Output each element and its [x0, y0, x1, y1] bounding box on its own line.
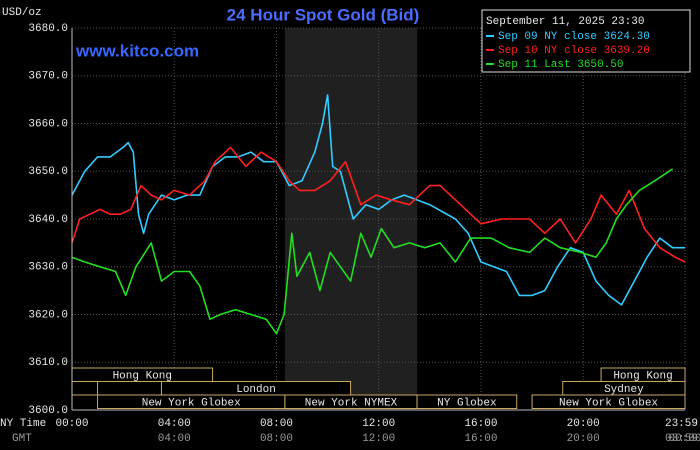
session-label: Sydney: [604, 384, 644, 396]
x-tick-label: 16:00: [464, 418, 497, 430]
x-tick-label: 12:00: [362, 418, 395, 430]
y-tick-label: 3680.0: [28, 23, 68, 35]
x-axis-label: NY Time: [0, 418, 46, 430]
y-tick-label: 3610.0: [28, 357, 68, 369]
x-tick-label: 20:00: [567, 418, 600, 430]
legend-box: [481, 9, 691, 73]
session-label: Hong Kong: [113, 371, 172, 383]
y-tick-label: 3650.0: [28, 166, 68, 178]
legend-date: September 11, 2025 23:30: [486, 16, 644, 28]
session-label: New York Globex: [559, 398, 658, 410]
nymex-shade: [284, 28, 418, 410]
gmt-tick-label: 16:00: [464, 433, 497, 445]
session-label: New York NYMEX: [305, 398, 398, 410]
gmt-tick-label: 04:00: [158, 433, 191, 445]
chart-title: 24 Hour Spot Gold (Bid): [227, 5, 420, 24]
y-tick-label: 3600.0: [28, 405, 68, 417]
legend-entry: Sep 11 Last 3650.50: [498, 59, 623, 71]
session-box: [71, 381, 99, 396]
session-box: [600, 367, 686, 382]
session-label: Hong Kong: [613, 371, 672, 383]
legend-entry: Sep 10 NY close 3639.20: [498, 45, 650, 57]
session-box: [416, 394, 518, 409]
plot-area: [71, 27, 686, 411]
gmt-tick-label: 03:59: [665, 433, 698, 445]
gmt-tick-label: 20:00: [567, 433, 600, 445]
y-unit: USD/oz: [2, 7, 42, 19]
y-tick-label: 3640.0: [28, 214, 68, 226]
x-tick-label: 00:00: [55, 418, 88, 430]
session-label: New York Globex: [142, 398, 241, 410]
series-line: [71, 168, 674, 335]
x-tick-label: 04:00: [158, 418, 191, 430]
x-tick-label: 23:59: [665, 418, 698, 430]
gmt-label: GMT: [12, 433, 32, 445]
y-tick-label: 3620.0: [28, 309, 68, 321]
y-tick-label: 3660.0: [28, 118, 68, 130]
legend-entry: Sep 09 NY close 3624.30: [498, 31, 650, 43]
x-tick-label: 08:00: [260, 418, 293, 430]
gmt-tick-label: 08:00: [260, 433, 293, 445]
gmt-tick-label: 12:00: [362, 433, 395, 445]
series-line: [71, 94, 685, 306]
session-label: London: [236, 384, 276, 396]
session-label: NY Globex: [437, 398, 497, 410]
y-tick-label: 3670.0: [28, 71, 68, 83]
gmt-tick-label: 00:00: [668, 433, 700, 445]
series-line: [71, 146, 686, 263]
y-tick-label: 3630.0: [28, 262, 68, 274]
watermark: www.kitco.com: [75, 41, 199, 60]
